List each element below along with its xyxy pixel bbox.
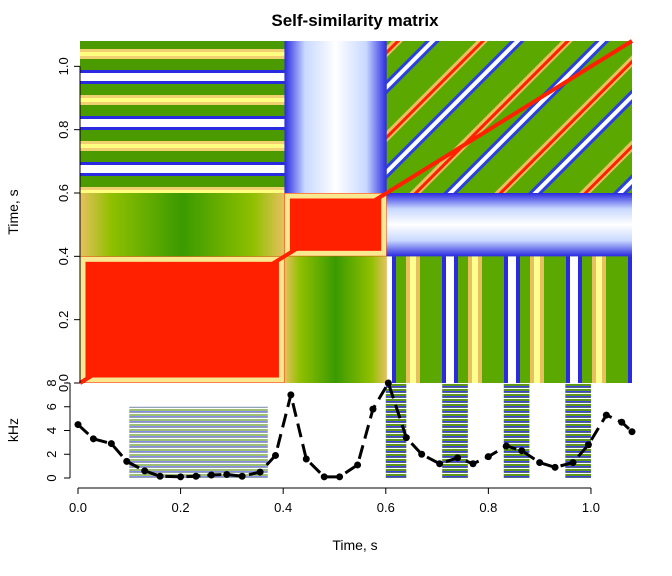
heatmap-block-4 xyxy=(284,41,387,193)
pitch-point xyxy=(89,435,97,443)
spectrogram-y-tick-label: 0 xyxy=(44,474,59,481)
pitch-point xyxy=(177,473,185,481)
pitch-point xyxy=(107,440,115,448)
spectrogram-y-tick-label: 6 xyxy=(44,403,59,410)
pitch-line-path xyxy=(76,379,634,479)
pitch-point xyxy=(287,391,295,399)
pitch-point xyxy=(518,447,526,455)
pitch-point xyxy=(436,460,444,468)
pitch-point xyxy=(628,428,636,436)
spectrogram-y-axis-label: kHz xyxy=(5,418,21,442)
heatmap-block-6 xyxy=(386,193,632,257)
pitch-point xyxy=(271,451,279,459)
spectrogram-y-axis: 0 2 4 6 8 xyxy=(44,379,71,482)
pitch-line xyxy=(74,379,636,481)
spectrogram-segment-0 xyxy=(129,406,268,478)
time-x-tick-label: 0.2 xyxy=(172,500,190,515)
pitch-point xyxy=(223,470,231,478)
pitch-point xyxy=(469,460,477,468)
pitch-point xyxy=(502,442,510,450)
pitch-point xyxy=(207,471,215,479)
time-x-axis: 0.0 0.2 0.4 0.6 0.8 1.0 xyxy=(69,487,600,515)
pitch-point xyxy=(536,459,544,467)
pitch-point xyxy=(551,463,559,471)
pitch-point xyxy=(354,461,362,469)
pitch-point xyxy=(584,441,592,449)
pitch-point xyxy=(402,434,410,442)
spectrogram-segment-1 xyxy=(385,383,407,478)
pitch-point xyxy=(569,459,577,467)
heatmap-block-3 xyxy=(80,41,285,193)
heatmap-diagonal xyxy=(78,39,634,385)
time-x-axis-label: Time, s xyxy=(332,537,377,553)
heatmap-y-tick-label: 1.0 xyxy=(56,57,71,75)
spectrogram-segment-3 xyxy=(503,383,530,478)
heatmap-y-tick-label: 0.4 xyxy=(56,247,71,265)
pitch-point xyxy=(454,454,462,462)
pitch-point xyxy=(256,468,264,476)
time-x-tick-label: 1.0 xyxy=(582,500,600,515)
heatmap-block-5 xyxy=(386,256,632,383)
chart-title: Self-similarity matrix xyxy=(271,11,439,30)
spectrogram-y-tick-label: 4 xyxy=(44,427,59,434)
heatmap-y-axis: 0.0 0.2 0.4 0.6 0.8 1.0 xyxy=(56,57,81,392)
spectrogram-segment-2 xyxy=(442,383,468,478)
spectrogram-y-tick-label: 8 xyxy=(44,379,59,386)
pitch-point xyxy=(369,405,377,413)
heatmap-block-rim-1 xyxy=(284,193,387,256)
pitch-point xyxy=(484,453,492,461)
pitch-point xyxy=(302,455,310,463)
time-x-tick-label: 0.8 xyxy=(479,500,497,515)
pitch-point xyxy=(384,379,392,387)
pitch-point xyxy=(123,457,131,465)
heatmap-block-rim-0 xyxy=(80,256,284,383)
heatmap-y-tick-label: 0.0 xyxy=(56,374,71,392)
time-x-tick-label: 0.4 xyxy=(274,500,292,515)
pitch-point xyxy=(336,473,344,481)
pitch-point xyxy=(156,472,164,480)
pitch-point xyxy=(602,411,610,419)
spectrogram-panel xyxy=(129,383,591,478)
spectrogram-y-tick-label: 2 xyxy=(44,451,59,458)
pitch-point xyxy=(618,418,626,426)
heatmap-block-8 xyxy=(284,256,387,383)
pitch-point xyxy=(320,473,328,481)
pitch-point xyxy=(74,421,82,429)
self-similarity-heatmap xyxy=(78,39,634,385)
pitch-point xyxy=(141,467,149,475)
pitch-point xyxy=(192,472,200,480)
time-x-tick-label: 0.0 xyxy=(69,500,87,515)
heatmap-y-tick-label: 0.8 xyxy=(56,121,71,139)
heatmap-y-axis-label: Time, s xyxy=(5,189,21,234)
heatmap-y-tick-label: 0.6 xyxy=(56,184,71,202)
pitch-point xyxy=(418,450,426,458)
pitch-point xyxy=(238,472,246,480)
heatmap-block-7 xyxy=(80,193,285,257)
heatmap-y-tick-label: 0.2 xyxy=(56,311,71,329)
time-x-tick-label: 0.6 xyxy=(377,500,395,515)
